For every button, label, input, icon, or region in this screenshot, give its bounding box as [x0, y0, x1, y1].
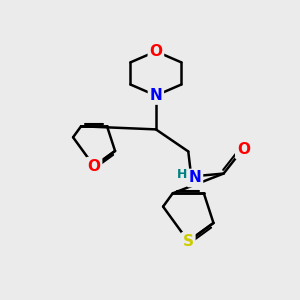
- Text: H: H: [177, 168, 187, 181]
- Text: O: O: [88, 159, 100, 174]
- Text: S: S: [183, 234, 194, 249]
- Text: N: N: [149, 88, 162, 103]
- Text: N: N: [189, 170, 201, 185]
- Text: O: O: [237, 142, 250, 158]
- Text: O: O: [149, 44, 162, 59]
